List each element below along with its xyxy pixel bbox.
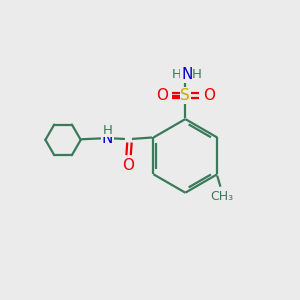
Text: N: N	[181, 67, 193, 82]
Text: O: O	[203, 88, 215, 103]
Text: H: H	[172, 68, 182, 81]
Text: N: N	[101, 131, 113, 146]
Text: S: S	[181, 88, 190, 103]
Text: O: O	[156, 88, 168, 103]
Text: O: O	[122, 158, 134, 173]
Text: H: H	[192, 68, 202, 81]
Text: H: H	[102, 124, 112, 136]
Text: CH₃: CH₃	[211, 190, 234, 202]
